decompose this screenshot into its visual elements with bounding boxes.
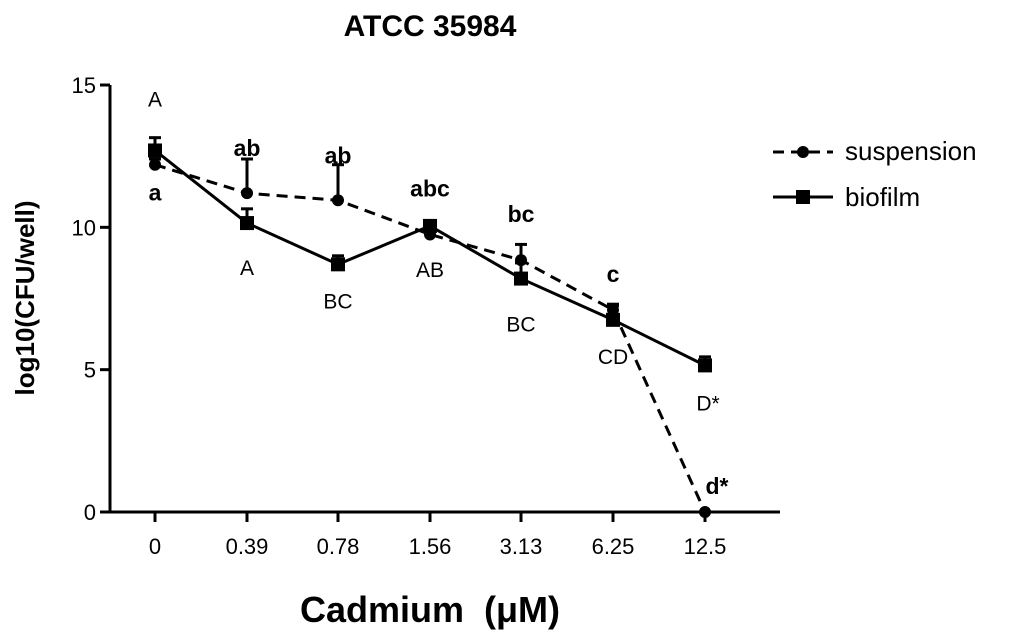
point-suspension [699, 506, 711, 518]
legend: suspension biofilm [773, 136, 977, 212]
point-suspension [149, 158, 161, 171]
point-label-suspension: c [607, 261, 620, 287]
x-axis-title: Cadmium (μM) [300, 589, 560, 630]
point-label-biofilm: CD [598, 346, 628, 369]
x-tick-label: 3.13 [500, 534, 543, 559]
point-label-suspension: abc [410, 175, 450, 201]
point-labels: a ab ab abc bc c d* A A BC AB BC CD D* [148, 88, 729, 499]
point-biofilm [423, 218, 437, 233]
x-tick-label: 6.25 [592, 534, 635, 559]
point-label-suspension: ab [325, 142, 352, 168]
point-biofilm [606, 312, 620, 327]
point-label-biofilm: BC [323, 290, 352, 313]
x-tick-label: 12.5 [684, 534, 727, 559]
series-layer [148, 136, 712, 518]
point-suspension [332, 194, 344, 207]
point-biofilm [240, 216, 254, 231]
axes: 0 5 10 15 0 0.39 0.78 1.56 3.13 6.25 12.5 [72, 73, 780, 559]
y-tick-label: 5 [84, 358, 96, 383]
point-label-biofilm: A [240, 257, 254, 280]
point-biofilm [331, 257, 345, 272]
point-label-suspension: ab [234, 135, 261, 161]
point-suspension [241, 187, 253, 200]
point-label-biofilm: D* [696, 392, 719, 415]
point-label-biofilm: BC [506, 314, 535, 337]
x-tick-label: 0.78 [317, 534, 360, 559]
legend-marker-biofilm [796, 190, 810, 204]
point-biofilm [698, 358, 712, 373]
chart-title: ATCC 35984 [344, 10, 517, 43]
y-tick-label: 10 [72, 215, 96, 240]
legend-label-biofilm: biofilm [845, 182, 920, 212]
point-label-suspension: a [149, 180, 162, 206]
point-label-biofilm: A [148, 88, 162, 111]
y-tick-label: 0 [84, 500, 96, 525]
x-tick-label: 1.56 [409, 534, 452, 559]
legend-label-suspension: suspension [845, 136, 977, 166]
point-label-suspension: bc [508, 201, 535, 227]
y-tick-label: 15 [72, 73, 96, 98]
x-tick-label: 0 [149, 534, 161, 559]
y-axis-title: log10(CFU/well) [10, 200, 40, 395]
point-label-biofilm: AB [416, 259, 444, 282]
x-tick-label: 0.39 [226, 534, 269, 559]
point-biofilm [148, 143, 162, 158]
point-biofilm [514, 271, 528, 286]
legend-marker-suspension [797, 146, 809, 158]
point-label-suspension: d* [706, 473, 729, 499]
